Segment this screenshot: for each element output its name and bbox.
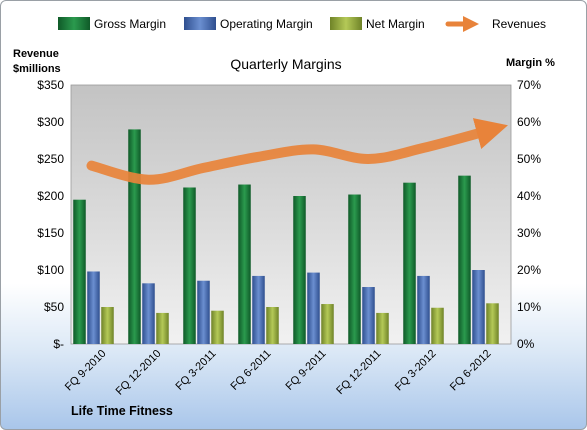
- category-label: FQ 9-2011: [284, 348, 329, 393]
- right-tick-label: 30%: [517, 226, 541, 240]
- legend-label-revenues: Revenues: [492, 17, 546, 31]
- revenue-line-group: [86, 118, 508, 185]
- legend-swatch-gross-margin: [58, 17, 90, 30]
- legend-item-gross-margin: Gross Margin: [58, 17, 166, 31]
- legend-label-operating-margin: Operating Margin: [220, 17, 313, 31]
- net-margin-bar: [211, 310, 224, 344]
- net-margin-bar: [266, 307, 279, 344]
- right-axis-ticks: 0% 10% 20% 30% 40% 50% 60% 70%: [517, 78, 541, 351]
- left-tick-label: $50: [44, 300, 64, 314]
- left-tick-label: $-: [53, 337, 64, 351]
- gross-margin-bar: [403, 182, 416, 344]
- gross-margin-bar: [73, 199, 86, 344]
- left-axis-title-line-2: $millions: [13, 63, 61, 75]
- category-label: FQ 6-2012: [448, 348, 494, 394]
- legend-item-net-margin: Net Margin: [330, 17, 425, 31]
- gross-margin-bar: [293, 196, 306, 344]
- right-tick-label: 50%: [517, 152, 541, 166]
- legend-swatch-operating-margin: [184, 17, 216, 30]
- net-margin-bar: [376, 312, 389, 344]
- right-tick-label: 10%: [517, 300, 541, 314]
- revenues-line: [86, 118, 508, 185]
- right-axis-title: Margin %: [506, 57, 555, 69]
- category-label: FQ 12-2011: [334, 348, 383, 397]
- operating-margin-bar: [362, 287, 375, 344]
- category-label: FQ 3-2011: [174, 348, 219, 393]
- legend-item-revenues: Revenues: [445, 15, 546, 33]
- company-name: Life Time Fitness: [71, 404, 173, 418]
- gross-margin-bar: [183, 187, 196, 344]
- category-label: FQ 6-2011: [229, 348, 274, 393]
- left-tick-label: $250: [37, 152, 64, 166]
- gross-margin-bar: [348, 194, 361, 344]
- legend-item-operating-margin: Operating Margin: [184, 17, 313, 31]
- operating-margin-bar: [87, 271, 100, 344]
- right-tick-label: 60%: [517, 115, 541, 129]
- left-tick-label: $350: [37, 78, 64, 92]
- right-tick-label: 40%: [517, 189, 541, 203]
- gross-margin-bar: [458, 175, 471, 344]
- net-margin-bar: [321, 304, 334, 344]
- left-tick-label: $200: [37, 189, 64, 203]
- gross-margin-bar: [128, 129, 141, 344]
- left-axis-title-line-1: Revenue: [13, 48, 59, 60]
- operating-margin-bar: [142, 283, 155, 344]
- net-margin-bar: [101, 307, 114, 344]
- category-label: FQ 9-2010: [63, 348, 109, 394]
- category-label: FQ 12-2010: [114, 348, 164, 398]
- chart-title: Quarterly Margins: [230, 56, 341, 72]
- legend-swatch-net-margin: [330, 17, 362, 30]
- left-tick-label: $150: [37, 226, 64, 240]
- operating-margin-bar: [307, 272, 320, 344]
- category-labels: FQ 9-2010 FQ 12-2010 FQ 3-2011 FQ 6-2011 FQ …: [63, 348, 494, 398]
- left-tick-label: $100: [37, 263, 64, 277]
- legend-label-net-margin: Net Margin: [366, 17, 425, 31]
- operating-margin-bar: [417, 275, 430, 344]
- net-margin-bar: [486, 303, 499, 344]
- operating-margin-bar: [197, 280, 210, 344]
- left-tick-label: $300: [37, 115, 64, 129]
- legend-label-gross-margin: Gross Margin: [94, 17, 166, 31]
- right-tick-label: 70%: [517, 78, 541, 92]
- operating-margin-bar: [472, 270, 485, 344]
- net-margin-bar: [156, 312, 169, 344]
- net-margin-bar: [431, 307, 444, 344]
- legend: Gross Margin Operating Margin Net Margin…: [58, 15, 546, 33]
- gross-margin-bar: [238, 184, 251, 344]
- right-tick-label: 20%: [517, 263, 541, 277]
- operating-margin-bar: [252, 275, 265, 344]
- category-label: FQ 3-2012: [393, 348, 439, 394]
- right-tick-label: 0%: [517, 337, 535, 351]
- left-axis-ticks: $- $50 $100 $150 $200 $250 $300 $350: [37, 78, 64, 351]
